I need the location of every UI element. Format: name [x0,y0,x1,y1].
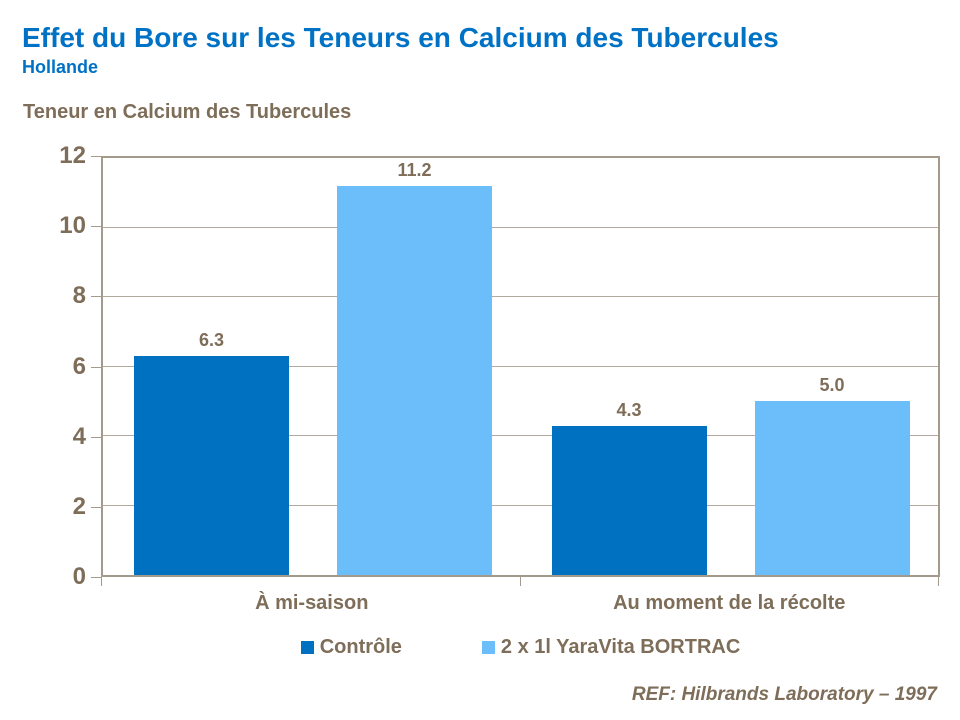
bar [551,425,707,575]
gridline [103,296,938,297]
gridline [103,226,938,228]
y-axis-tick-mark [91,226,101,228]
legend-label: 2 x 1l YaraVita BORTRAC [500,636,741,658]
bar [134,356,289,575]
bar [337,185,492,575]
legend-item: Contrôle [300,635,402,659]
gridline [103,365,938,367]
y-axis-tick-label: 12 [59,142,86,169]
bar-value-label: 5.0 [819,375,845,396]
legend-label: Contrôle [319,636,402,658]
gridline [103,435,938,436]
y-axis-tick-mark [91,296,101,298]
page-subtitle: Hollande [22,57,99,77]
legend-swatch [300,640,314,654]
page-title: Effet du Bore sur les Teneurs en Calcium… [22,22,779,53]
y-axis-tick-mark [91,156,101,157]
plot-area: 6.3 11.2 4.3 5.0 [101,156,940,577]
reference-text: REF: Hilbrands Laboratory – 1997 [631,684,937,705]
bar [754,401,910,575]
legend-item: 2 x 1l YaraVita BORTRAC [481,635,741,659]
gridline [103,504,938,506]
chart-legend: Contrôle 2 x 1l YaraVita BORTRAC [101,633,940,661]
legend-swatch [481,640,495,654]
y-axis-tick-label: 8 [72,282,86,310]
bar-value-label: 4.3 [616,399,642,420]
y-axis-tick-mark [91,436,101,438]
y-axis-tick-label: 0 [72,563,86,590]
y-axis: 0 2 4 6 8 10 12 [0,143,101,590]
category-label: Au moment de la récolte [613,592,846,614]
y-axis-tick-label: 2 [72,492,86,520]
category-label: À mi-saison [255,592,369,614]
y-axis-tick-label: 6 [72,352,86,380]
chart-title: Teneur en Calcium des Tubercules [23,101,352,123]
x-axis: À mi-saison Au moment de la récolte [101,577,940,617]
x-axis-tick-mark [101,577,102,586]
y-axis-tick-mark [91,577,101,578]
x-axis-tick-mark [938,577,939,586]
bar-value-label: 11.2 [397,159,432,180]
y-axis-tick-label: 10 [59,212,86,240]
bar-value-label: 6.3 [198,330,225,351]
x-axis-tick-mark [520,577,521,586]
y-axis-tick-mark [91,366,101,368]
y-axis-tick-label: 4 [72,422,86,450]
y-axis-tick-mark [91,506,101,508]
